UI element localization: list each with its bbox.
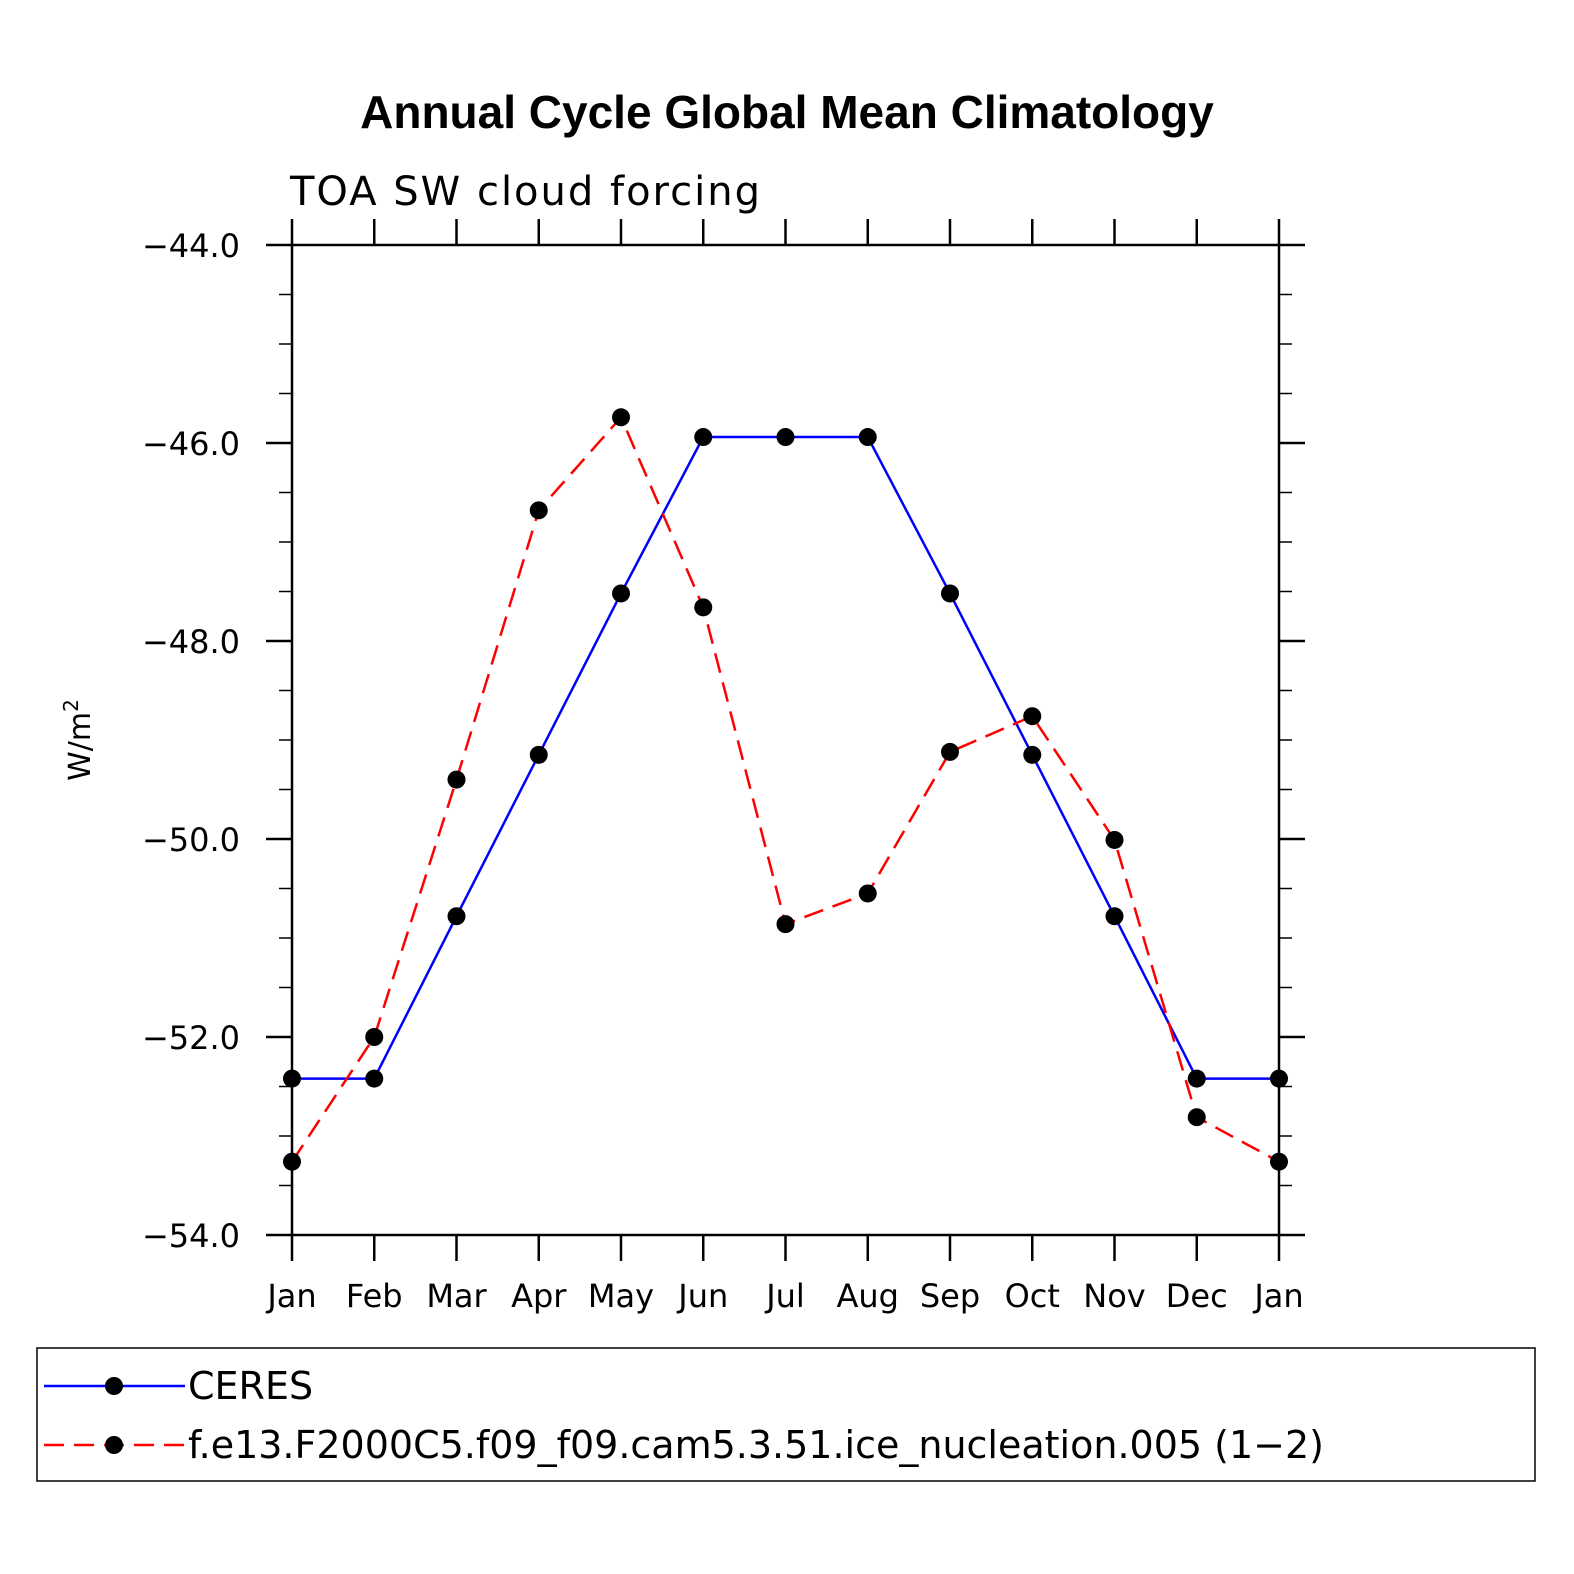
y-axis-label: W/m2: [59, 699, 98, 781]
data-point-series-1: [1105, 830, 1124, 849]
x-tick-label: Jun: [676, 1277, 728, 1315]
axes: Jan Feb Mar Apr May Jun Jul Aug Sep Oct Nov Dec Jan−…: [142, 219, 1305, 1315]
x-tick-label: Oct: [1005, 1277, 1060, 1315]
data-point-series-0: [1270, 1069, 1288, 1088]
y-tick-label: −54.0: [142, 1217, 240, 1255]
data-point-series-1: [1023, 707, 1042, 726]
x-tick-label: Jan: [265, 1277, 316, 1315]
y-axis-label-text: W/m: [63, 712, 98, 781]
x-tick-label: Feb: [346, 1277, 403, 1315]
data-point-series-1: [365, 1028, 384, 1046]
data-point-series-0: [365, 1069, 384, 1088]
x-tick-label: May: [588, 1277, 654, 1315]
data-point-series-0: [1187, 1069, 1206, 1088]
x-tick-label: Sep: [920, 1277, 980, 1315]
y-tick-label: −46.0: [142, 425, 240, 463]
legend-marker-1: [105, 1436, 123, 1454]
legend-marker-0: [105, 1377, 123, 1395]
data-point-series-1: [612, 408, 630, 427]
legend-box: [36, 1347, 1536, 1482]
data-point-series-0: [283, 1069, 301, 1088]
x-tick-label: Mar: [426, 1277, 487, 1315]
y-tick-label: −44.0: [142, 227, 240, 265]
data-point-series-1: [1187, 1108, 1206, 1127]
x-tick-label: Nov: [1083, 1277, 1145, 1315]
plot-frame: [290, 243, 1281, 1237]
x-tick-label: Aug: [837, 1277, 899, 1315]
data-point-series-0: [858, 428, 877, 447]
plot-lines: [290, 414, 1280, 1163]
data-point-series-0: [776, 428, 795, 447]
y-tick-label: −52.0: [142, 1019, 240, 1057]
series-line-0: [292, 435, 1279, 1080]
data-point-series-0: [941, 584, 959, 603]
data-point-series-1: [1270, 1152, 1288, 1171]
data-point-series-0: [612, 584, 630, 603]
chart-subtitle: TOA SW cloud forcing: [289, 169, 762, 215]
y-tick-label: −48.0: [142, 623, 240, 661]
data-point-series-1: [283, 1152, 301, 1171]
data-point-series-1: [447, 770, 466, 789]
data-point-series-0: [1023, 745, 1042, 764]
x-tick-label: Jul: [764, 1277, 805, 1315]
y-tick-label: −50.0: [142, 821, 240, 859]
y-axis-label-superscript: 2: [59, 699, 83, 712]
x-tick-label: Jan: [1252, 1277, 1303, 1315]
legend-label-1: f.e13.F2000C5.f09_f09.cam5.3.51.ice_nucl…: [188, 1423, 1324, 1467]
data-point-series-0: [694, 428, 713, 447]
data-point-series-0: [1105, 907, 1124, 926]
x-tick-label: Dec: [1166, 1277, 1228, 1315]
chart-title: Annual Cycle Global Mean Climatology: [360, 86, 1214, 138]
x-tick-label: Apr: [511, 1277, 567, 1315]
data-point-series-1: [529, 501, 548, 520]
data-point-series-1: [858, 884, 877, 903]
data-point-series-0: [529, 745, 548, 764]
legend: CERES f.e13.F2000C5.f09_f09.cam5.3.51.ice…: [36, 1347, 1536, 1482]
plot-markers: [283, 408, 1288, 1171]
data-point-series-1: [776, 915, 795, 934]
legend-label-0: CERES: [188, 1364, 313, 1408]
series-line-1: [290, 414, 1280, 1163]
data-point-series-0: [447, 907, 466, 926]
data-point-series-1: [694, 598, 713, 617]
data-point-series-1: [941, 742, 959, 761]
